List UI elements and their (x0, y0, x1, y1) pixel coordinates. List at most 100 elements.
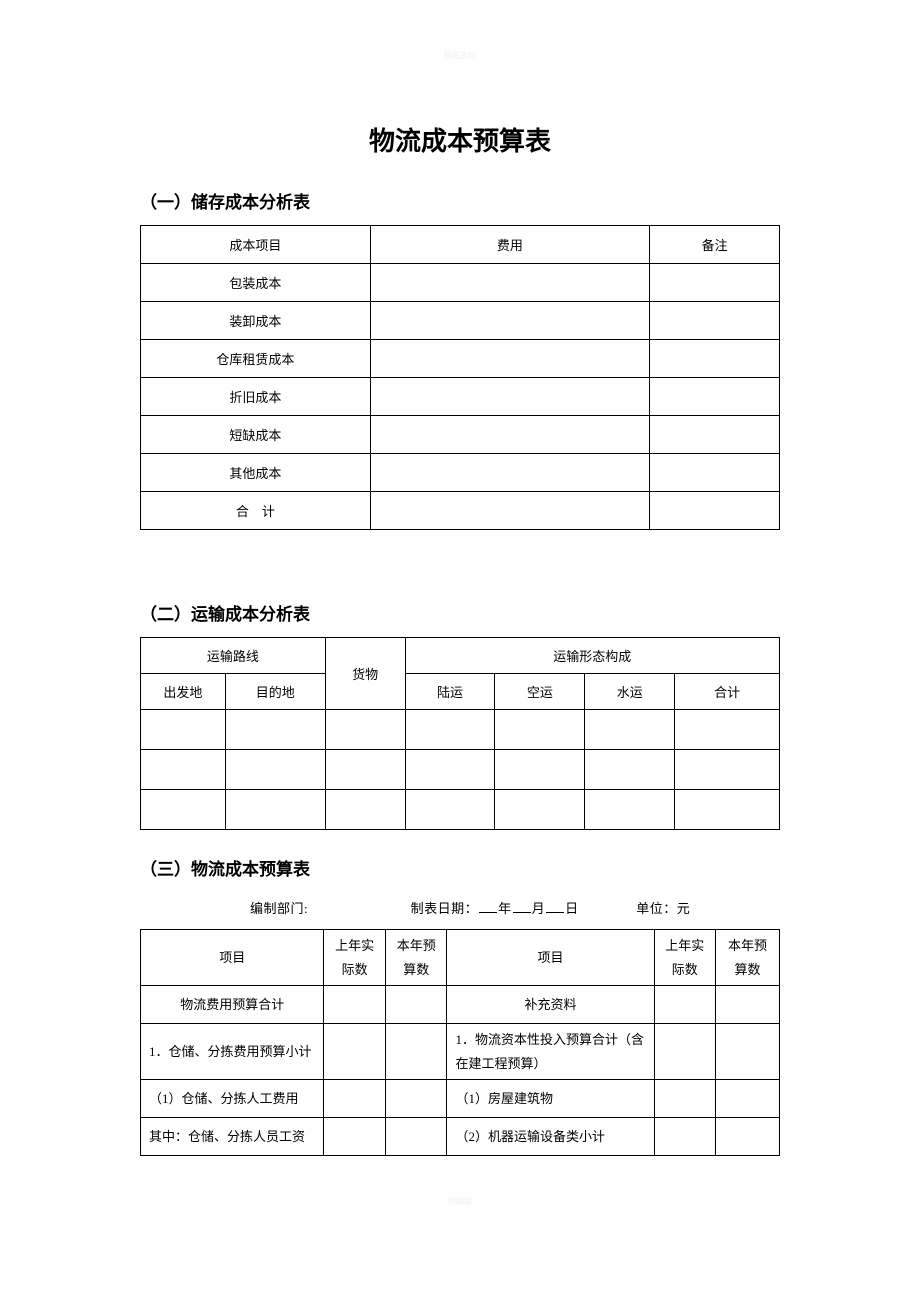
table-row (141, 750, 780, 790)
cell (325, 710, 405, 750)
dept-label: 编制部门: (250, 901, 308, 916)
cell (225, 710, 325, 750)
cell (324, 986, 386, 1024)
table-row: 成本项目 费用 备注 (141, 226, 780, 264)
header-air: 空运 (495, 674, 585, 710)
header-route: 运输路线 (141, 638, 326, 674)
transport-cost-table: 运输路线 货物 运输形态构成 出发地 目的地 陆运 空运 水运 合计 (140, 637, 780, 830)
cell-remark (650, 454, 780, 492)
header-transport-form: 运输形态构成 (405, 638, 779, 674)
cell (495, 750, 585, 790)
cell (654, 1024, 716, 1080)
header-item: 项目 (141, 930, 324, 986)
table-row (141, 710, 780, 750)
meta-line: 编制部门: 制表日期： 年 月 日 单位：元 (250, 898, 780, 917)
cell (675, 790, 780, 830)
cell (675, 750, 780, 790)
cell-fee (370, 340, 650, 378)
table-row: 1．仓储、分拣费用预算小计 1．物流资本性投入预算合计（含在建工程预算） (141, 1024, 780, 1080)
table-row: 折旧成本 (141, 378, 780, 416)
cell (325, 750, 405, 790)
cell-remark (650, 378, 780, 416)
cell (324, 1080, 386, 1118)
cell-item: 短缺成本 (141, 416, 371, 454)
year-label: 年 (498, 901, 512, 916)
cell (716, 986, 780, 1024)
table-row: 物流费用预算合计 补充资料 (141, 986, 780, 1024)
cell-fee (370, 378, 650, 416)
cell (495, 710, 585, 750)
cell (141, 790, 226, 830)
cell (225, 790, 325, 830)
cell-fee (370, 454, 650, 492)
cell (405, 710, 495, 750)
header-departure: 出发地 (141, 674, 226, 710)
table-row: 合 计 (141, 492, 780, 530)
header-goods: 货物 (325, 638, 405, 710)
table-row: 其中：仓储、分拣人员工资 （2）机器运输设备类小计 (141, 1118, 780, 1156)
table-row: （1）仓储、分拣人工费用 （1）房屋建筑物 (141, 1080, 780, 1118)
cell-item: （1）房屋建筑物 (447, 1080, 654, 1118)
cell-fee (370, 492, 650, 530)
table-row: 短缺成本 (141, 416, 780, 454)
main-title: 物流成本预算表 (140, 121, 780, 158)
section2-title: （二）运输成本分析表 (140, 600, 780, 625)
table-row: 装卸成本 (141, 302, 780, 340)
cell-item: 其中：仓储、分拣人员工资 (141, 1118, 324, 1156)
header-land: 陆运 (405, 674, 495, 710)
day-label: 日 (565, 901, 579, 916)
date-label: 制表日期： (411, 901, 479, 916)
table-row: 出发地 目的地 陆运 空运 水运 合计 (141, 674, 780, 710)
cell (405, 790, 495, 830)
watermark-top: 精品文档 (0, 50, 920, 61)
cell (585, 790, 675, 830)
watermark-bottom: 可编辑 (0, 1196, 920, 1207)
cell-item: （1）仓储、分拣人工费用 (141, 1080, 324, 1118)
cell-remark (650, 302, 780, 340)
table-row: 仓库租赁成本 (141, 340, 780, 378)
section1-title: （一）储存成本分析表 (140, 188, 780, 213)
header-destination: 目的地 (225, 674, 325, 710)
cell-fee (370, 302, 650, 340)
logistics-budget-table: 项目 上年实际数 本年预算数 项目 上年实际数 本年预算数 物流费用预算合计 补… (140, 929, 780, 1156)
cell-remark (650, 492, 780, 530)
table-row (141, 790, 780, 830)
cell (585, 710, 675, 750)
cell-item: 装卸成本 (141, 302, 371, 340)
month-label: 月 (532, 901, 546, 916)
cell-item: 补充资料 (447, 986, 654, 1024)
cell (324, 1024, 386, 1080)
cell-fee (370, 264, 650, 302)
cell (385, 986, 447, 1024)
header-last-year: 上年实际数 (654, 930, 716, 986)
cell-remark (650, 416, 780, 454)
header-fee: 费用 (370, 226, 650, 264)
cell (325, 790, 405, 830)
table-row: 其他成本 (141, 454, 780, 492)
cell (385, 1080, 447, 1118)
cell-remark (650, 264, 780, 302)
storage-cost-table: 成本项目 费用 备注 包装成本 装卸成本 仓库租赁成本 折旧成本 短缺成本 (140, 225, 780, 530)
cell (716, 1024, 780, 1080)
cell (716, 1080, 780, 1118)
cell-item: 仓库租赁成本 (141, 340, 371, 378)
header-remark: 备注 (650, 226, 780, 264)
unit-label: 单位：元 (636, 901, 690, 916)
header-current-year: 本年预算数 (716, 930, 780, 986)
cell (654, 986, 716, 1024)
cell-item: 折旧成本 (141, 378, 371, 416)
cell-item: 1．物流资本性投入预算合计（含在建工程预算） (447, 1024, 654, 1080)
cell (225, 750, 325, 790)
table-row: 项目 上年实际数 本年预算数 项目 上年实际数 本年预算数 (141, 930, 780, 986)
header-current-year: 本年预算数 (385, 930, 447, 986)
cell (324, 1118, 386, 1156)
cell (141, 710, 226, 750)
cell-item: 包装成本 (141, 264, 371, 302)
cell (716, 1118, 780, 1156)
header-item: 项目 (447, 930, 654, 986)
cell-total: 合 计 (141, 492, 371, 530)
cell-item: 1．仓储、分拣费用预算小计 (141, 1024, 324, 1080)
cell (675, 710, 780, 750)
section3-title: （三）物流成本预算表 (140, 855, 780, 880)
document-content: 物流成本预算表 （一）储存成本分析表 成本项目 费用 备注 包装成本 装卸成本 … (140, 121, 780, 1156)
